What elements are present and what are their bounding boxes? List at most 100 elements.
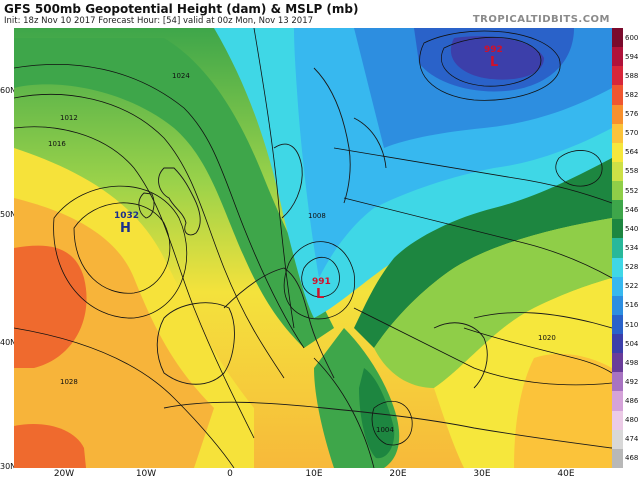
lon-label-20e: 20E (389, 469, 407, 479)
colorbar-tick-label: 600 (625, 33, 639, 42)
isobar-north-low (441, 36, 542, 87)
colorbar-tick-label: 528 (625, 263, 639, 272)
lat-label-40n: 40N (0, 338, 14, 347)
isobar-med-low (371, 400, 413, 446)
height-band-582 (14, 245, 87, 368)
colorbar-segment (612, 257, 623, 277)
colorbar-tick-label: 534 (625, 244, 639, 252)
height-colorbar (612, 28, 623, 468)
colorbar-segment (612, 391, 623, 411)
colorbar-segment (612, 200, 623, 220)
isobar-line (14, 93, 285, 379)
low-marker-central: L (316, 287, 324, 302)
lat-label-30n: 30N (0, 462, 14, 471)
lon-label-10e: 10E (305, 469, 323, 479)
lat-label-50n: 50N (0, 210, 14, 219)
isobar-line (14, 327, 235, 468)
pressure-centers: 1032 H 992 L 991 L (114, 45, 503, 302)
coast-ireland (138, 192, 155, 219)
colorbar-segment (612, 142, 623, 162)
colorbar-tick-label: 468 (625, 454, 639, 463)
colorbar-tick-label: 498 (625, 358, 639, 367)
coast-scandinavia (313, 67, 351, 204)
coastlines (138, 67, 612, 449)
coast-british-isles (158, 167, 201, 236)
low-marker-north: L (490, 55, 498, 70)
colorbar-segment (612, 276, 623, 296)
isobar-label: 1008 (308, 212, 326, 220)
isobar-label: 1016 (48, 140, 66, 148)
isobar-line (313, 357, 375, 468)
colorbar-segment (612, 104, 623, 124)
lon-label-10w: 10W (135, 469, 157, 479)
header: GFS 500mb Geopotential Height (dam) & MS… (0, 0, 640, 28)
colorbar-tick-label: 552 (625, 186, 639, 195)
colorbar-tick-label: 570 (625, 129, 639, 138)
high-value: 1032 (114, 211, 139, 221)
isobar-line (333, 147, 612, 204)
colorbar-segment (612, 181, 623, 201)
coast-greece (433, 322, 488, 389)
isobar-line (353, 307, 612, 386)
forecast-info: Init: 18z Nov 10 2017 Forecast Hour: [54… (4, 16, 314, 26)
colorbar-tick-label: 504 (625, 339, 639, 348)
colorbar-tick-label: 474 (625, 435, 639, 444)
isobar-label: 1004 (376, 426, 394, 434)
coast-france-italy (223, 267, 335, 379)
colorbar-segment (612, 66, 623, 86)
low-value-north: 992 (484, 45, 503, 55)
colorbar-tick-label: 540 (625, 224, 639, 233)
colorbar-tick-label: 564 (625, 148, 639, 157)
brand-label: TROPICALTIDBITS.COM (472, 14, 610, 25)
colorbar-segment (612, 410, 623, 430)
colorbar-tick-label: 522 (625, 282, 639, 291)
colorbar-segment (612, 219, 623, 239)
isobar-low-center (301, 256, 340, 298)
colorbar-tick-label: 492 (625, 377, 639, 386)
coast-baltic (353, 117, 387, 169)
colorbar-segment (612, 123, 623, 143)
height-band-552 (14, 38, 334, 348)
high-marker: H (120, 221, 131, 236)
colorbar-tick-label: 480 (625, 416, 639, 425)
lon-label-30e: 30E (473, 469, 491, 479)
colorbar-tick-label: 582 (625, 90, 639, 99)
lat-label-60n: 60N (0, 86, 14, 95)
isobar-labels: 1024 1012 1016 1028 1008 1004 1020 (48, 72, 556, 434)
colorbar-tick-label: 546 (625, 205, 639, 214)
colorbar-tick-label: 486 (625, 397, 639, 406)
colorbar-segment (612, 314, 623, 334)
colorbar-segment (612, 161, 623, 181)
coast-north-africa (163, 401, 612, 449)
isobar-low-ring (283, 241, 356, 320)
isobar-line (253, 28, 295, 329)
weather-map: 1024 1012 1016 1028 1008 1004 1020 1032 … (14, 28, 612, 468)
colorbar-segment (612, 372, 623, 392)
coast-denmark (273, 143, 303, 219)
colorbar-segment (612, 429, 623, 449)
colorbar-segment (612, 28, 623, 48)
colorbar-segment (612, 47, 623, 67)
colorbar-tick-label: 594 (625, 52, 639, 61)
isobars (14, 28, 612, 468)
colorbar-tick-label: 516 (625, 301, 639, 310)
isobar-line (463, 327, 612, 374)
lon-label-0: 0 (227, 469, 233, 479)
colorbar-tick-label: 588 (625, 71, 639, 80)
lon-label-40e: 40E (557, 469, 575, 479)
isobar-label: 1028 (60, 378, 78, 386)
isobar-high-ring (53, 185, 188, 319)
colorbar-segment (612, 238, 623, 258)
colorbar-tick-label: 576 (625, 110, 639, 119)
height-band-570-east (514, 353, 612, 468)
height-band-546 (354, 158, 612, 348)
height-band-558 (374, 218, 612, 388)
colorbar-tick-label: 510 (625, 320, 639, 329)
coast-black-sea (473, 312, 612, 329)
isobar-north-ring (419, 30, 561, 101)
height-band-582-south (14, 424, 86, 468)
colorbar-segment (612, 353, 623, 373)
isobar-line (343, 197, 612, 279)
isobar-high-center (73, 202, 171, 294)
isobar-line (14, 64, 305, 349)
